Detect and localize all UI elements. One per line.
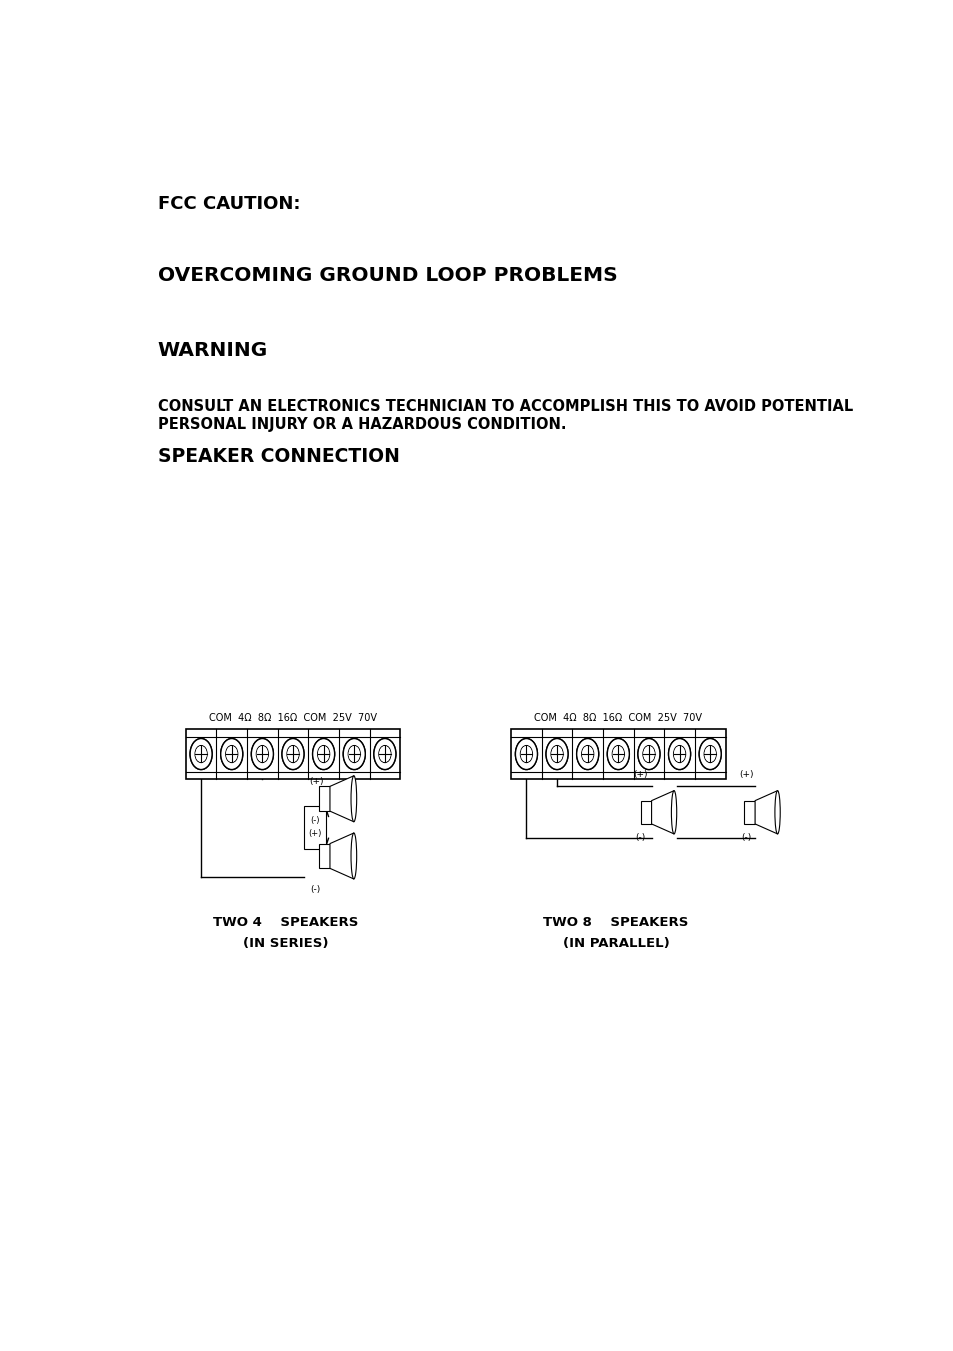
Bar — [318, 786, 330, 811]
Text: (+): (+) — [739, 770, 753, 780]
Text: (+): (+) — [633, 770, 647, 780]
Circle shape — [282, 739, 303, 769]
Circle shape — [703, 746, 715, 762]
Text: OVERCOMING GROUND LOOP PROBLEMS: OVERCOMING GROUND LOOP PROBLEMS — [157, 266, 617, 285]
Circle shape — [195, 746, 207, 762]
Circle shape — [520, 746, 532, 762]
Polygon shape — [651, 790, 674, 834]
Text: (+): (+) — [308, 830, 321, 839]
Bar — [304, 805, 326, 850]
Text: (-): (-) — [635, 834, 645, 842]
Text: (+): (+) — [309, 839, 324, 847]
Text: CONSULT AN ELECTRONICS TECHNICIAN TO ACCOMPLISH THIS TO AVOID POTENTIAL
PERSONAL: CONSULT AN ELECTRONICS TECHNICIAN TO ACC… — [157, 400, 852, 432]
Ellipse shape — [774, 790, 780, 834]
Text: COM  4Ω  8Ω  16Ω  COM  25V  70V: COM 4Ω 8Ω 16Ω COM 25V 70V — [534, 713, 701, 723]
Circle shape — [287, 746, 298, 762]
Circle shape — [642, 746, 654, 762]
Circle shape — [252, 739, 273, 769]
Text: (IN SERIES): (IN SERIES) — [243, 938, 328, 950]
Text: SPEAKER CONNECTION: SPEAKER CONNECTION — [157, 447, 399, 466]
Circle shape — [374, 739, 395, 769]
Circle shape — [607, 739, 628, 769]
Circle shape — [348, 746, 359, 762]
Text: (-): (-) — [310, 885, 320, 894]
Circle shape — [577, 739, 598, 769]
Circle shape — [317, 746, 329, 762]
Circle shape — [378, 746, 390, 762]
Circle shape — [256, 746, 268, 762]
Text: COM  4Ω  8Ω  16Ω  COM  25V  70V: COM 4Ω 8Ω 16Ω COM 25V 70V — [209, 713, 376, 723]
Polygon shape — [755, 790, 777, 834]
Circle shape — [226, 746, 237, 762]
Ellipse shape — [671, 790, 676, 834]
Bar — [318, 843, 330, 869]
Text: WARNING: WARNING — [157, 340, 268, 361]
Bar — [743, 801, 755, 824]
Circle shape — [551, 746, 562, 762]
Circle shape — [191, 739, 212, 769]
Circle shape — [612, 746, 623, 762]
Text: TWO 4    SPEAKERS: TWO 4 SPEAKERS — [213, 916, 358, 929]
Circle shape — [638, 739, 659, 769]
Bar — [640, 801, 651, 824]
Polygon shape — [330, 834, 354, 880]
Circle shape — [581, 746, 593, 762]
Text: (-): (-) — [310, 816, 319, 825]
Text: (-): (-) — [740, 834, 751, 842]
Circle shape — [668, 739, 690, 769]
Circle shape — [673, 746, 684, 762]
Ellipse shape — [351, 834, 356, 880]
Circle shape — [313, 739, 334, 769]
Circle shape — [546, 739, 567, 769]
Text: (+): (+) — [309, 777, 324, 786]
Bar — [186, 730, 400, 780]
Ellipse shape — [351, 775, 356, 821]
Circle shape — [516, 739, 537, 769]
Circle shape — [343, 739, 365, 769]
Text: TWO 8    SPEAKERS: TWO 8 SPEAKERS — [543, 916, 688, 929]
Text: (IN PARALLEL): (IN PARALLEL) — [562, 938, 669, 950]
Bar — [511, 730, 724, 780]
Circle shape — [699, 739, 720, 769]
Text: FCC CAUTION:: FCC CAUTION: — [157, 196, 300, 213]
Circle shape — [221, 739, 242, 769]
Polygon shape — [330, 775, 354, 821]
